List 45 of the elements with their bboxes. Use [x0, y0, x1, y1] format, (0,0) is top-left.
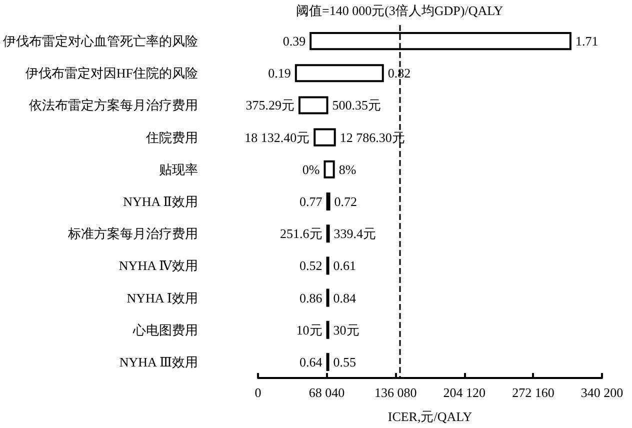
annotation: 0.84 — [333, 290, 357, 306]
annotation: 339.4元 — [334, 226, 376, 242]
x-tick-label: 204 120 — [443, 385, 486, 400]
annotation: 0.77 — [300, 194, 323, 209]
y-tick-label: 伊伐布雷定对心血管死亡率的风险 — [3, 34, 198, 49]
bar — [294, 64, 384, 82]
annotation: 10元 — [296, 322, 322, 338]
x-axis-title: ICER,元/QALY — [388, 409, 473, 424]
x-tick-label: 136 080 — [374, 385, 417, 400]
annotation: 8% — [338, 162, 356, 177]
annotation: 0.64 — [300, 354, 323, 370]
annotation: 0.52 — [300, 258, 322, 274]
y-tick-label: 贴现率 — [159, 162, 198, 177]
annotation: 0.82 — [388, 66, 411, 81]
annotation: 0.55 — [333, 354, 356, 370]
annotation: 0.39 — [282, 34, 306, 49]
y-tick-label: 心电图费用 — [132, 322, 198, 338]
y-tick-label: 标准方案每月治疗费用 — [67, 226, 198, 242]
bar — [298, 96, 328, 114]
ref-line-label: 阈值=140 000元(3倍人均GDP)/QALY — [296, 3, 504, 18]
x-tick-label: 340 200 — [580, 385, 624, 400]
y-tick-label: 依法布雷定方案每月治疗费用 — [29, 98, 198, 113]
annotation: 0.72 — [334, 194, 358, 209]
x-tick-label: 0 — [254, 385, 262, 400]
annotation: 0.19 — [268, 66, 291, 81]
x-tick-label: 68 040 — [308, 385, 345, 400]
bar — [326, 192, 330, 211]
bar — [314, 128, 336, 146]
y-tick-label: NYHA Ⅱ效用 — [123, 194, 198, 209]
annotation: 500.35元 — [332, 98, 382, 113]
annotation: 375.29元 — [246, 98, 294, 113]
annotation: 0.61 — [333, 258, 356, 274]
y-tick-label: NYHA Ⅳ效用 — [118, 258, 198, 274]
y-tick-label: NYHA Ⅰ效用 — [126, 290, 198, 306]
annotation: 0.86 — [300, 290, 323, 306]
y-tick-label: 住院费用 — [145, 130, 198, 145]
annotation: 0% — [302, 162, 320, 177]
x-tick-label: 272 160 — [512, 385, 554, 400]
bar — [324, 160, 335, 178]
annotation: 18 132.40元 — [244, 130, 310, 145]
annotation: 30元 — [333, 322, 360, 338]
y-tick-label: 伊伐布雷定对因HF住院的风险 — [25, 66, 198, 81]
y-tick-label: NYHA Ⅲ效用 — [119, 354, 198, 370]
annotation: 251.6元 — [280, 226, 322, 242]
annotation: 1.71 — [575, 34, 598, 49]
